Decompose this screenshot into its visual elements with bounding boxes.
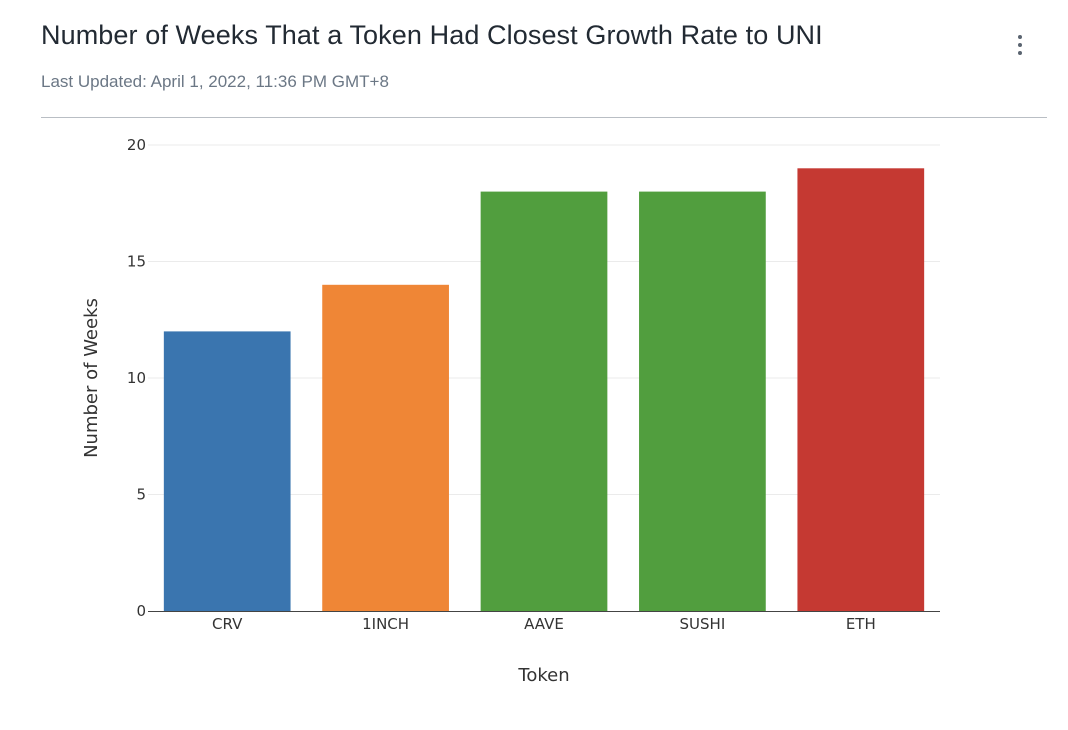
y-tick-label: 5 — [136, 486, 146, 504]
y-axis-title: Number of Weeks — [81, 298, 102, 458]
bar-sushi[interactable] — [639, 191, 766, 611]
y-tick-labels: 0 5 10 15 20 — [127, 136, 146, 620]
bar-1inch[interactable] — [322, 284, 449, 611]
x-tick-label: ETH — [846, 615, 876, 633]
x-tick-label: CRV — [212, 615, 243, 633]
y-tick-label: 15 — [127, 253, 146, 271]
x-tick-label: SUSHI — [680, 615, 726, 633]
y-tick-label: 10 — [127, 369, 146, 387]
chart-title: Number of Weeks That a Token Had Closest… — [41, 20, 823, 50]
y-tick-label: 0 — [136, 602, 146, 620]
last-updated-text: Last Updated: April 1, 2022, 11:36 PM GM… — [41, 72, 389, 91]
bars — [163, 168, 925, 612]
x-tick-labels: CRV 1INCH AAVE SUSHI ETH — [212, 615, 876, 633]
x-tick-label: AAVE — [524, 615, 564, 633]
x-tick-label: 1INCH — [362, 615, 409, 633]
more-options-button[interactable] — [1006, 30, 1034, 60]
bar-aave[interactable] — [480, 191, 608, 611]
bar-eth[interactable] — [797, 168, 925, 612]
y-tick-label: 20 — [127, 136, 146, 154]
header-divider — [41, 117, 1047, 118]
bar-crv[interactable] — [163, 331, 291, 611]
x-axis-title: Token — [517, 665, 569, 686]
